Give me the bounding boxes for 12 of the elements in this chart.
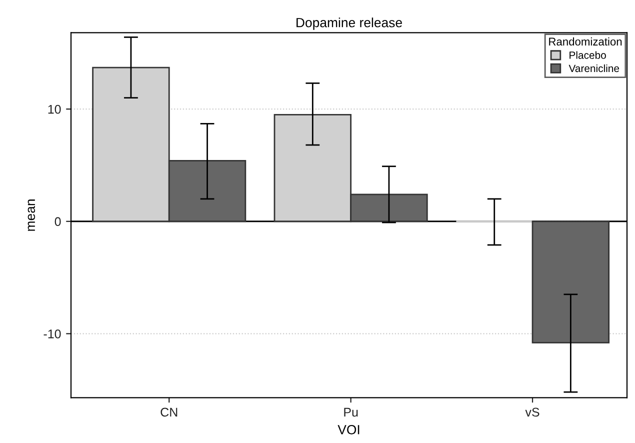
- x-tick-label: vS: [525, 408, 540, 417]
- y-tick-label: -10: [44, 329, 61, 338]
- legend-label: Varenicline: [568, 64, 620, 72]
- y-tick-label: 10: [48, 104, 61, 114]
- legend-label: Placebo: [570, 51, 606, 59]
- y-axis-title: mean: [28, 200, 36, 231]
- y-tick-label: 0: [54, 217, 61, 226]
- chart-title: Dopamine release: [296, 18, 402, 30]
- x-axis-title: VOI: [338, 424, 360, 434]
- x-tick-label: CN: [160, 408, 178, 417]
- legend-title: Randomization: [549, 37, 622, 46]
- x-tick-label: Pu: [344, 408, 358, 417]
